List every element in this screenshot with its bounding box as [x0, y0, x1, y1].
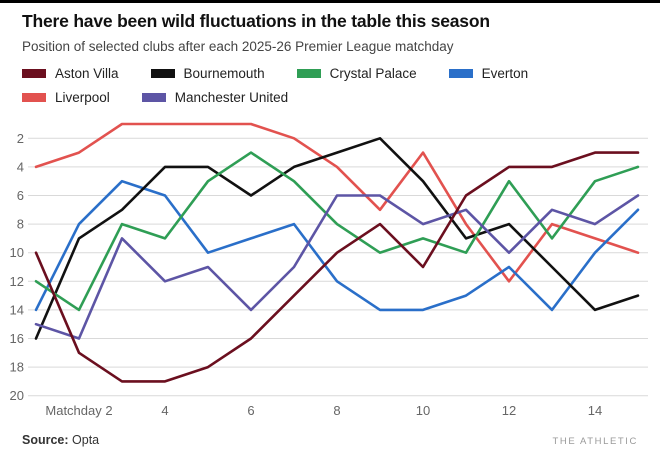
- y-tick-label-10: 10: [10, 245, 24, 260]
- source-note: Source: Opta: [22, 433, 99, 447]
- legend-item-bournemouth: Bournemouth: [150, 65, 265, 81]
- x-tick-label-md2: Matchday 2: [45, 403, 112, 418]
- legend-swatch: [296, 68, 321, 78]
- brand-mark: THE ATHLETIC: [552, 436, 638, 447]
- x-tick-label-md6: 6: [247, 403, 254, 418]
- y-tick-label-14: 14: [10, 302, 24, 317]
- x-tick-label-md12: 12: [502, 403, 516, 418]
- line-chart: 2 4 6 8 10 12 14 16 18 20 Matchday 2 4 6 8 10 12 14: [10, 122, 648, 418]
- source-label: Source:: [22, 433, 69, 447]
- series-line-bournemouth: [34, 136, 640, 340]
- legend-item-liverpool: Liverpool: [22, 90, 110, 105]
- series-line-manchester-united: [34, 194, 640, 340]
- series-line-crystal-palace: [34, 151, 640, 312]
- legend-label: Aston Villa: [55, 65, 119, 81]
- y-tick-label-4: 4: [17, 159, 24, 174]
- legend-label: Liverpool: [55, 89, 110, 105]
- series-line-liverpool: [34, 122, 640, 283]
- legend-label: Everton: [481, 65, 529, 81]
- legend-item-crystal-palace: Crystal Palace: [296, 65, 417, 81]
- legend-row-1: Aston Villa Bournemouth Crystal Palace Ever…: [22, 66, 638, 81]
- series-line-aston-villa: [34, 151, 640, 383]
- legend: Aston Villa Bournemouth Crystal Palace Ever…: [0, 54, 660, 105]
- y-tick-label-8: 8: [17, 217, 24, 232]
- legend-item-manchester-united: Manchester United: [141, 89, 289, 105]
- x-tick-label-md8: 8: [333, 403, 340, 418]
- series-line-everton: [34, 179, 640, 312]
- chart-title: There have been wild fluctuations in the…: [22, 11, 490, 31]
- legend-swatch: [141, 92, 166, 102]
- y-tick-label-18: 18: [10, 360, 24, 375]
- footer: Source: Opta THE ATHLETIC: [0, 433, 660, 447]
- chart-subtitle: Position of selected clubs after each 20…: [22, 38, 454, 54]
- legend-swatch: [448, 68, 473, 78]
- legend-swatch: [22, 68, 46, 78]
- chart-area: 2 4 6 8 10 12 14 16 18 20 Matchday 2 4 6 8 10 12 14: [0, 115, 660, 427]
- legend-item-aston-villa: Aston Villa: [22, 66, 119, 81]
- legend-label: Manchester United: [174, 89, 289, 105]
- header: There have been wild fluctuations in the…: [0, 3, 660, 54]
- x-tick-label-md10: 10: [416, 403, 430, 418]
- legend-label: Crystal Palace: [329, 65, 417, 81]
- legend-swatch: [150, 68, 175, 78]
- y-tick-label-6: 6: [17, 188, 24, 203]
- legend-row-2: Liverpool Manchester United: [22, 90, 638, 105]
- source-value: Opta: [68, 433, 100, 447]
- y-tick-label-20: 20: [10, 388, 24, 403]
- legend-label: Bournemouth: [183, 65, 265, 81]
- x-tick-label-md4: 4: [161, 403, 168, 418]
- y-tick-label-12: 12: [10, 274, 24, 289]
- x-tick-label-md14: 14: [588, 403, 602, 418]
- y-tick-label-2: 2: [17, 131, 24, 146]
- y-tick-label-16: 16: [10, 331, 24, 346]
- legend-item-everton: Everton: [448, 65, 529, 81]
- legend-swatch: [22, 92, 46, 102]
